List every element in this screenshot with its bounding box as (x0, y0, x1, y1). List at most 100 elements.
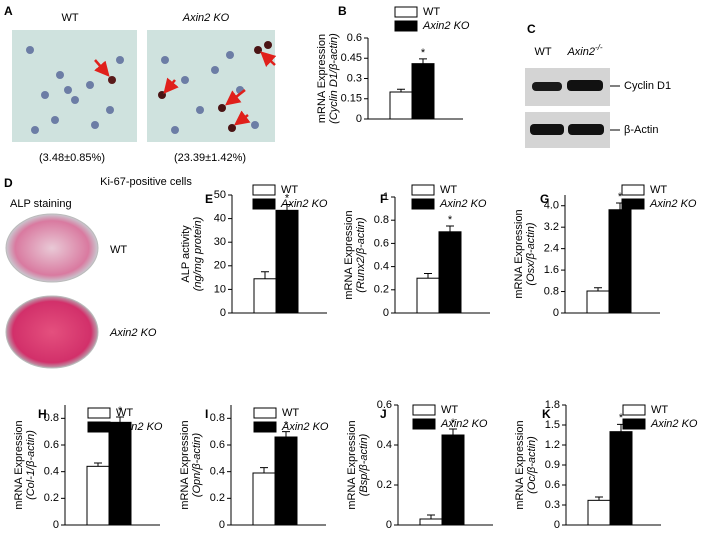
panel-label: H (38, 407, 47, 421)
error-bar (595, 496, 603, 501)
y-tick-label: 0.3 (347, 72, 362, 84)
y-axis-label: mRNA Expression (316, 34, 328, 123)
y-tick-label: 0.15 (341, 93, 362, 105)
superscript: -/- (595, 43, 603, 52)
y-axis-label: ALP activity (180, 225, 192, 283)
culture-plate (5, 213, 99, 283)
error-bar (116, 416, 124, 423)
y-axis-label: (Osx/β-actin) (525, 222, 537, 285)
y-axis-label: mRNA Expression (179, 420, 191, 509)
y-tick-label: 0.8 (544, 285, 559, 297)
legend-swatch (411, 184, 435, 196)
error-bar (424, 273, 432, 279)
y-tick-label: 0.9 (545, 459, 560, 471)
y-tick-label: 30 (214, 236, 226, 248)
bar (275, 209, 299, 314)
bar (389, 91, 413, 120)
legend-label: WT (651, 404, 668, 416)
lane-label: Axin2 (566, 46, 595, 58)
error-bar (616, 202, 624, 210)
legend-label: WT (282, 407, 299, 419)
panel-label: B (338, 4, 347, 18)
y-tick-label: 0.4 (377, 439, 392, 451)
error-bar (419, 58, 427, 64)
legend-label: Axin2 KO (281, 421, 329, 433)
annotation: * (118, 405, 123, 417)
bar (586, 290, 610, 314)
error-bar (261, 271, 269, 279)
y-tick-label: 0 (219, 519, 225, 531)
error-bar (427, 514, 435, 519)
legend-label: Axin2 KO (280, 198, 328, 210)
bar (416, 277, 440, 314)
legend-swatch (621, 198, 645, 210)
error-bar (594, 287, 602, 292)
y-tick-label: 1.6 (544, 264, 559, 276)
panel-label: E (205, 192, 213, 206)
y-tick-label: 0.2 (377, 479, 392, 491)
panel-label: I (205, 407, 208, 421)
legend-label: Axin2 KO (440, 418, 488, 430)
plate-label: Axin2 KO (109, 327, 157, 339)
legend-label: Axin2 KO (422, 20, 470, 32)
bar (608, 209, 632, 314)
panel-label: K (542, 407, 551, 421)
y-tick-label: 1.8 (545, 399, 560, 411)
value-label: (23.39±1.42%) (174, 152, 246, 164)
y-tick-label: 0 (383, 307, 389, 319)
y-tick-label: 0.6 (210, 439, 225, 451)
annotation: * (285, 192, 290, 204)
error-bar (282, 431, 290, 437)
y-axis-label: (Bsp/β-actin) (358, 433, 370, 496)
caption: Ki-67-positive cells (100, 176, 192, 188)
bar (86, 465, 110, 526)
bar (253, 278, 277, 314)
y-tick-label: 0.6 (374, 237, 389, 249)
legend-label: WT (116, 407, 133, 419)
y-tick-label: 20 (214, 260, 226, 272)
y-tick-label: 0.2 (210, 492, 225, 504)
legend-swatch (394, 6, 418, 18)
legend-swatch (412, 418, 436, 430)
y-tick-label: 0.4 (210, 466, 225, 478)
y-tick-label: 4.0 (544, 200, 559, 212)
y-tick-label: 0.6 (347, 32, 362, 44)
y-axis-label: (Runx2/β-actin) (355, 217, 367, 293)
legend-swatch (252, 184, 276, 196)
y-tick-label: 0.3 (545, 499, 560, 511)
panel-label: C (527, 22, 536, 36)
lane-label: Axin2-/- (566, 43, 602, 58)
bar (438, 231, 462, 314)
y-tick-label: 0.6 (377, 399, 392, 411)
legend-swatch (253, 407, 277, 419)
panel-label: J (380, 407, 387, 421)
y-axis-label: mRNA Expression (13, 420, 25, 509)
legend-label: WT (650, 184, 667, 196)
y-axis-label: mRNA Expression (514, 420, 526, 509)
annotation: * (421, 47, 426, 59)
y-tick-label: 0.8 (374, 214, 389, 226)
micrograph (147, 30, 277, 142)
legend-swatch (621, 184, 645, 196)
y-tick-label: 1.5 (545, 419, 560, 431)
bar (252, 472, 276, 526)
legend-label: WT (441, 404, 458, 416)
annotation: * (619, 412, 624, 424)
plate-label: WT (110, 244, 127, 256)
y-tick-label: 0 (386, 519, 392, 531)
y-tick-label: 10 (214, 283, 226, 295)
bar (419, 518, 443, 526)
error-bar (94, 462, 102, 467)
y-tick-label: 50 (214, 189, 226, 201)
y-tick-label: 0 (553, 307, 559, 319)
y-tick-label: 0.45 (341, 52, 362, 64)
y-tick-label: 0.2 (44, 492, 59, 504)
legend-swatch (87, 421, 111, 433)
y-tick-label: 0 (554, 519, 560, 531)
bar (441, 434, 465, 526)
y-tick-label: 0 (356, 113, 362, 125)
legend-swatch (253, 421, 277, 433)
y-tick-label: 0.6 (545, 479, 560, 491)
legend-swatch (622, 418, 646, 430)
legend-swatch (412, 404, 436, 416)
